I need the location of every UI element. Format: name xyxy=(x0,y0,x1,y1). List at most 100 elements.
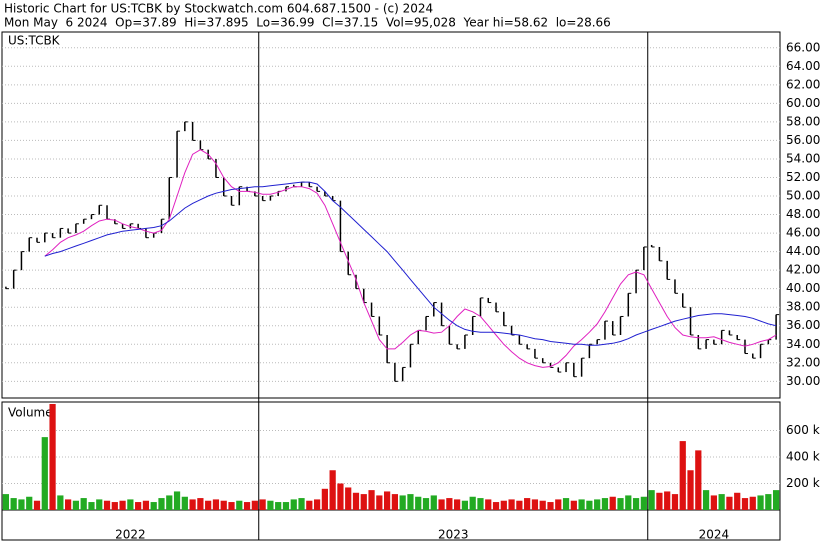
volume-bar xyxy=(469,496,476,510)
volume-bar xyxy=(391,494,399,510)
volume-bar xyxy=(360,494,367,510)
volume-bar xyxy=(749,496,756,510)
y-tick-label: 34.00 xyxy=(786,337,820,351)
volume-bar xyxy=(562,498,570,510)
volume-bar xyxy=(142,500,150,510)
volume-bar xyxy=(399,495,406,510)
y-tick-label: 66.00 xyxy=(786,40,820,54)
y-tick-label: 62.00 xyxy=(786,77,820,91)
volume-bar xyxy=(158,498,165,510)
symbol-label: US:TCBK xyxy=(8,34,61,48)
volume-bar xyxy=(454,499,461,510)
volume-bar xyxy=(135,502,142,510)
volume-bar xyxy=(586,500,593,510)
volume-bar xyxy=(26,496,33,510)
y-tick-label: 48.00 xyxy=(786,207,820,221)
volume-bar xyxy=(228,502,235,510)
volume-bar xyxy=(609,496,616,510)
x-tick-label: 2024 xyxy=(699,528,730,542)
y-tick-label: 58.00 xyxy=(786,114,820,128)
volume-bar xyxy=(640,496,647,510)
volume-bar xyxy=(461,500,469,510)
volume-bar xyxy=(539,500,546,510)
volume-bar xyxy=(438,499,445,510)
volume-bar xyxy=(702,490,710,510)
y-tick-label: 400 k xyxy=(786,449,820,463)
volume-bar xyxy=(57,495,64,510)
volume-bar xyxy=(446,498,453,510)
volume-bar xyxy=(65,499,72,510)
volume-bar xyxy=(741,498,749,510)
volume-bar xyxy=(765,494,772,510)
y-tick-label: 60.00 xyxy=(786,96,820,110)
y-tick-label: 38.00 xyxy=(786,300,820,314)
volume-bar xyxy=(757,495,764,510)
volume-bar xyxy=(734,492,741,510)
volume-bar xyxy=(166,495,173,510)
volume-bar xyxy=(212,499,220,510)
volume-bar xyxy=(41,437,48,510)
volume-bar xyxy=(267,500,274,510)
volume-bar xyxy=(205,500,212,510)
volume-bar xyxy=(119,500,126,510)
volume-bar xyxy=(578,499,585,510)
volume-bar xyxy=(259,499,266,510)
volume-bar xyxy=(710,495,717,510)
volume-bar xyxy=(430,495,437,510)
y-tick-label: 44.00 xyxy=(786,244,820,258)
y-tick-label: 42.00 xyxy=(786,263,820,277)
volume-bar xyxy=(500,500,507,510)
y-tick-label: 46.00 xyxy=(786,226,820,240)
volume-bar xyxy=(555,499,562,510)
volume-bar xyxy=(96,499,103,510)
x-tick-label: 2022 xyxy=(115,528,146,542)
volume-bar xyxy=(18,499,25,510)
volume-bar xyxy=(695,450,702,510)
volume-bar xyxy=(492,502,500,510)
y-tick-label: 56.00 xyxy=(786,133,820,147)
volume-bar xyxy=(570,500,577,510)
volume-bar xyxy=(383,491,391,510)
volume-bar xyxy=(376,495,383,510)
volume-bar xyxy=(625,495,632,510)
y-tick-label: 54.00 xyxy=(786,151,820,165)
volume-bar xyxy=(477,498,484,510)
volume-bar xyxy=(298,498,305,510)
volume-bar xyxy=(189,499,196,510)
volume-bar xyxy=(10,498,17,510)
volume-bar xyxy=(337,483,344,510)
y-tick-label: 600 k xyxy=(786,423,820,437)
volume-bar xyxy=(2,494,10,510)
volume-bar xyxy=(150,502,157,510)
header-line: Mon May 6 2024 Op=37.89 Hi=37.895 Lo=36.… xyxy=(4,16,611,30)
volume-bar xyxy=(72,500,80,510)
volume-bar xyxy=(352,492,360,510)
volume-bar xyxy=(772,490,780,510)
volume-bar xyxy=(648,490,655,510)
volume-bar xyxy=(282,502,290,510)
volume-bar xyxy=(111,502,118,510)
volume-bar xyxy=(485,499,492,510)
volume-bar xyxy=(33,500,41,510)
y-tick-label: 36.00 xyxy=(786,318,820,332)
volume-bar xyxy=(718,494,725,510)
volume-bar xyxy=(422,498,430,510)
volume-bar xyxy=(329,470,336,510)
volume-bar xyxy=(103,500,111,510)
volume-bar xyxy=(671,494,679,510)
volume-bar xyxy=(594,499,601,510)
volume-bar xyxy=(197,498,204,510)
volume-bar xyxy=(306,500,313,510)
volume-bar xyxy=(290,499,297,510)
volume-bar xyxy=(127,499,134,510)
volume-bar xyxy=(632,498,640,510)
volume-bar xyxy=(524,498,531,510)
y-tick-label: 64.00 xyxy=(786,59,820,73)
y-tick-label: 52.00 xyxy=(786,170,820,184)
volume-bar xyxy=(407,494,414,510)
volume-bar xyxy=(345,487,352,510)
volume-bar xyxy=(547,502,554,510)
volume-bar xyxy=(531,499,539,510)
volume-bar xyxy=(368,490,375,510)
